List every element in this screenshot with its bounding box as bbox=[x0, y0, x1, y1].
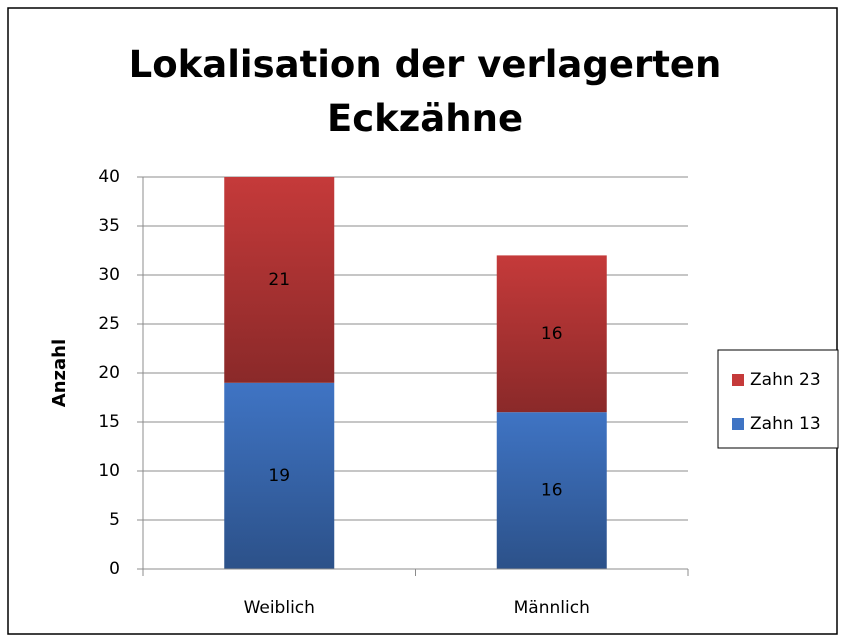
y-tick-label: 0 bbox=[109, 559, 120, 579]
y-tick-label: 5 bbox=[109, 510, 120, 530]
data-label: 16 bbox=[541, 481, 563, 501]
y-tick-label: 25 bbox=[98, 314, 120, 334]
y-tick-label: 10 bbox=[98, 461, 120, 481]
chart-frame bbox=[7, 7, 838, 635]
legend-box bbox=[717, 349, 839, 449]
bar-segment bbox=[496, 255, 607, 413]
bar-segment bbox=[496, 412, 607, 569]
legend-swatch bbox=[732, 374, 744, 386]
chart-title: Lokalisation der verlagerten Eckzähne bbox=[128, 43, 722, 140]
data-label: 19 bbox=[268, 466, 290, 486]
legend-swatch bbox=[732, 418, 744, 430]
x-tick-label: Weiblich bbox=[244, 598, 315, 618]
legend-label: Zahn 23 bbox=[750, 370, 821, 390]
y-axis-label: Anzahl bbox=[49, 339, 70, 407]
y-tick-label: 30 bbox=[98, 265, 120, 285]
x-tick-label: Männlich bbox=[514, 598, 590, 618]
y-tick-label: 40 bbox=[98, 167, 120, 187]
y-tick-label: 20 bbox=[98, 363, 120, 383]
legend-label: Zahn 13 bbox=[750, 414, 821, 434]
y-tick-label: 35 bbox=[98, 216, 120, 236]
bar-segment bbox=[224, 382, 335, 569]
data-label: 21 bbox=[268, 270, 290, 290]
bar-segment bbox=[224, 177, 335, 383]
data-label: 16 bbox=[541, 324, 563, 344]
y-tick-label: 15 bbox=[98, 412, 120, 432]
